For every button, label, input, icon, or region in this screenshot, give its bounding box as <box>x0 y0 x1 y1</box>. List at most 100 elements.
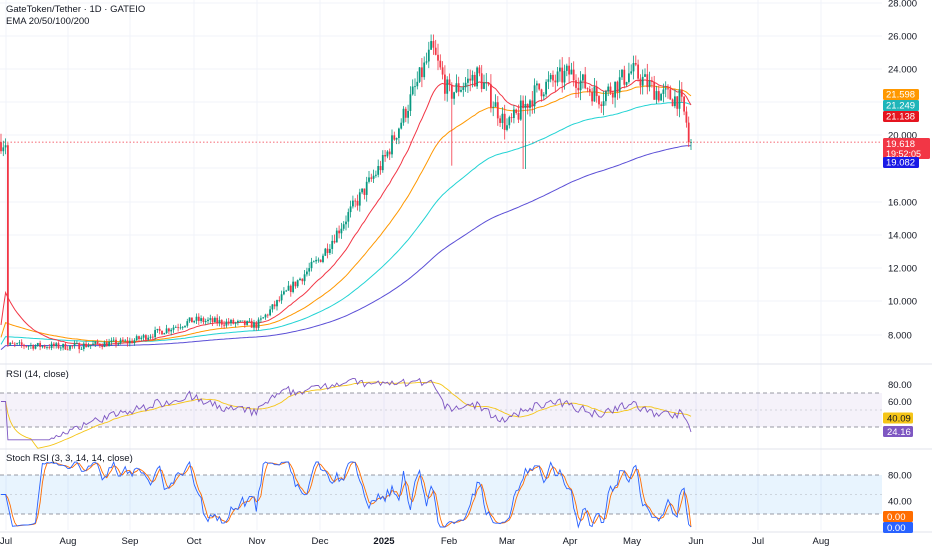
candle <box>444 65 446 101</box>
candle <box>271 304 274 313</box>
candle <box>522 95 524 169</box>
candle-body <box>329 248 331 253</box>
ema50-price-label-bg <box>883 89 919 100</box>
ema200-price-label: 19.082 <box>886 158 915 169</box>
candle <box>529 99 531 117</box>
candle <box>404 106 407 123</box>
rsi-legend[interactable]: RSI (14, close) <box>6 369 69 381</box>
candle <box>395 137 398 145</box>
candle-body <box>496 102 499 119</box>
candle <box>370 173 373 182</box>
candle-body <box>322 255 324 263</box>
candle <box>556 67 559 87</box>
candle-body <box>78 343 81 350</box>
candles <box>0 34 692 354</box>
candle-body <box>388 151 391 155</box>
candle <box>664 81 667 98</box>
candle <box>117 342 120 346</box>
candle <box>2 140 5 157</box>
rsi-axis-tick: 80.00 <box>888 380 912 391</box>
candle <box>446 76 449 102</box>
candle <box>602 91 605 116</box>
candle-body <box>241 320 244 322</box>
candle-body <box>347 212 350 222</box>
candle-body <box>657 91 660 101</box>
candle-body <box>124 340 127 342</box>
candle <box>421 57 423 88</box>
candle-body <box>200 318 202 321</box>
candle-body <box>315 259 317 262</box>
time-axis-tick: Aug <box>813 536 830 547</box>
candle <box>496 96 499 126</box>
candle-body <box>317 259 320 261</box>
candle-body <box>623 69 626 85</box>
candle <box>172 324 175 333</box>
candle-body <box>149 336 152 338</box>
candle <box>308 262 311 276</box>
candle-body <box>142 335 145 338</box>
candle <box>644 68 646 77</box>
symbol-legend[interactable]: GateToken/Tether · 1D · GATEIO <box>6 4 146 15</box>
candle-body <box>416 81 419 87</box>
candle-body <box>582 74 584 81</box>
candle <box>142 333 145 341</box>
candle-body <box>147 337 150 340</box>
candle <box>582 73 584 89</box>
stoch-legend[interactable]: Stoch RSI (3, 3, 14, 14, close) <box>6 453 133 465</box>
candle <box>200 315 202 324</box>
candle <box>490 74 492 113</box>
candle-body <box>365 181 368 195</box>
candle-body <box>99 343 101 346</box>
candle-body <box>156 328 159 331</box>
candle <box>430 34 432 51</box>
candle-body <box>2 147 5 152</box>
candle <box>151 333 154 341</box>
candle-body <box>381 155 384 171</box>
candle-body <box>184 325 186 327</box>
candle <box>283 287 285 296</box>
candle-body <box>430 41 432 50</box>
candle <box>506 118 508 132</box>
candle-body <box>220 320 223 325</box>
candle-body <box>262 317 265 319</box>
candle <box>101 343 104 350</box>
candle-body <box>510 117 513 119</box>
candle <box>676 95 679 116</box>
candle <box>499 115 501 128</box>
candle <box>202 316 205 325</box>
candle-body <box>34 345 37 349</box>
candle <box>80 346 83 350</box>
candle <box>358 188 361 212</box>
candle-body <box>230 319 232 324</box>
candle <box>174 325 177 328</box>
candle <box>434 39 437 56</box>
candle-body <box>439 60 442 68</box>
stoch-d-value: 0.00 <box>887 512 906 523</box>
candle-body <box>11 342 14 344</box>
candle <box>214 316 216 323</box>
ema-legend[interactable]: EMA 20/50/100/200 <box>6 16 89 28</box>
candle-body <box>39 343 41 347</box>
candle <box>349 200 352 218</box>
candle <box>163 332 166 335</box>
candle-body <box>158 328 161 331</box>
candle-body <box>20 342 23 345</box>
candle <box>653 75 656 100</box>
candle <box>184 325 186 329</box>
candle <box>13 342 16 348</box>
candle-body <box>218 320 221 324</box>
candle <box>64 342 67 350</box>
candle <box>299 277 301 281</box>
candle-body <box>191 317 193 323</box>
candle <box>559 59 561 82</box>
time-axis-tick: Dec <box>312 536 329 547</box>
candle-body <box>485 82 488 84</box>
candle-body <box>448 79 451 85</box>
candle <box>639 74 642 95</box>
candle-body <box>611 92 614 98</box>
candle <box>575 74 577 99</box>
candle-body <box>464 82 467 88</box>
candle <box>352 195 354 209</box>
rsi-line <box>1 377 692 441</box>
